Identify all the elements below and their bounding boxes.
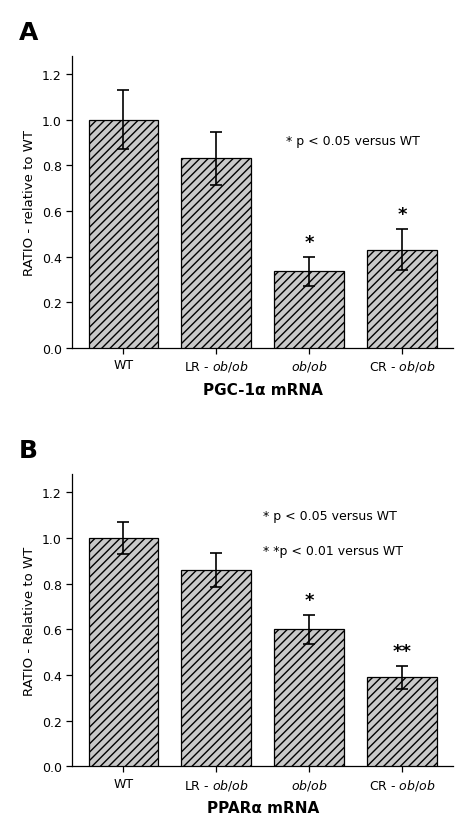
Text: *: * (304, 233, 314, 252)
Bar (89, 120, 158, 349)
Text: *: * (397, 206, 407, 224)
Text: B: B (19, 439, 38, 463)
Bar (274, 630, 344, 767)
Bar (89, 538, 158, 767)
Bar (182, 570, 251, 767)
Bar (182, 159, 251, 349)
Y-axis label: RATIO - Relative to WT: RATIO - Relative to WT (23, 546, 36, 695)
Bar (367, 251, 437, 349)
Text: A: A (19, 21, 38, 45)
Text: * p < 0.05 versus WT: * p < 0.05 versus WT (263, 509, 397, 522)
Bar (367, 677, 437, 767)
Y-axis label: RATIO - relative to WT: RATIO - relative to WT (23, 130, 36, 275)
Text: * p < 0.05 versus WT: * p < 0.05 versus WT (285, 135, 419, 148)
Text: * *p < 0.01 versus WT: * *p < 0.01 versus WT (263, 544, 403, 558)
Bar (274, 272, 344, 349)
X-axis label: PGC-1α mRNA: PGC-1α mRNA (203, 382, 323, 397)
Text: *: * (304, 591, 314, 609)
X-axis label: PPARα mRNA: PPARα mRNA (207, 800, 319, 815)
Text: **: ** (392, 642, 411, 660)
